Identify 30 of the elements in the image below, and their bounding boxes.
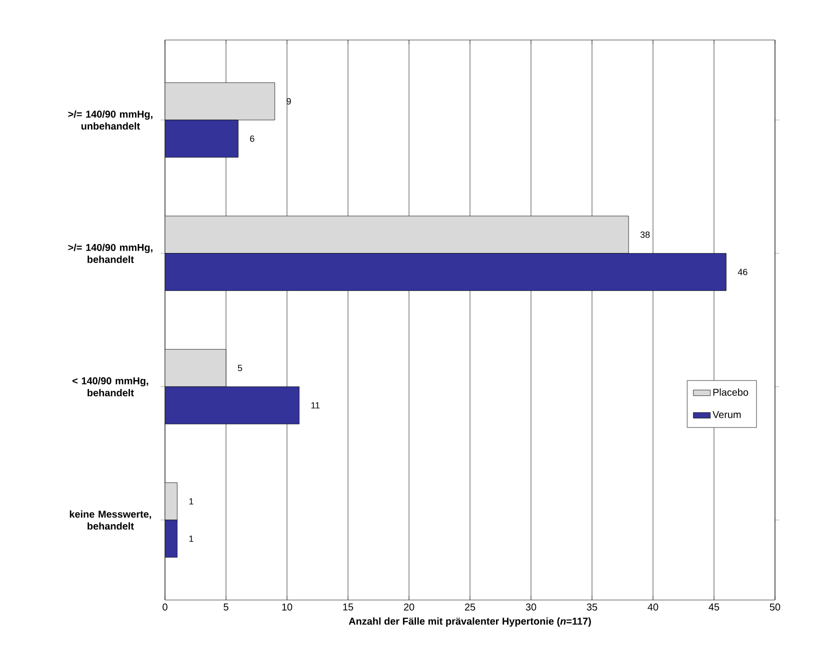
data-label: 5 — [238, 364, 242, 372]
x-tick-label: 10 — [282, 604, 292, 611]
y-tick-label: >/= 140/90 mmHg, unbehandelt — [68, 110, 152, 130]
data-label: 11 — [311, 402, 320, 408]
x-tick-label: 45 — [708, 604, 720, 610]
y-tick-label: keine Messwerte, behandelt — [70, 510, 152, 530]
data-label: 9 — [286, 98, 291, 105]
legend-label: Placebo — [713, 388, 748, 396]
bar — [164, 520, 178, 558]
y-tick-label: < 140/90 mmHg, behandelt — [72, 377, 148, 396]
bar — [164, 386, 300, 424]
x-tick-label: 20 — [404, 604, 414, 611]
x-tick-label: 35 — [586, 604, 598, 611]
legend-label: Verum — [712, 411, 741, 418]
data-label: 38 — [640, 231, 650, 238]
x-tick-label: 25 — [464, 604, 476, 611]
x-tick-label: 5 — [224, 604, 228, 610]
x-tick-label: 50 — [770, 604, 780, 611]
bar — [164, 120, 238, 158]
x-tick-label: 0 — [162, 604, 168, 611]
x-axis-title: Anzahl der Fälle mit prävalenter Hypertonie (n=117) — [348, 617, 591, 627]
x-tick-label: 30 — [526, 604, 536, 611]
x-tick-label: 15 — [343, 604, 354, 610]
data-label: 1 — [189, 498, 194, 504]
data-label: 46 — [738, 268, 748, 276]
bar — [164, 253, 726, 291]
x-tick-label: 40 — [648, 604, 658, 611]
data-label: 1 — [189, 536, 194, 542]
data-label: 6 — [250, 135, 254, 142]
y-tick-label: >/= 140/90 mmHg, behandelt — [68, 244, 152, 263]
